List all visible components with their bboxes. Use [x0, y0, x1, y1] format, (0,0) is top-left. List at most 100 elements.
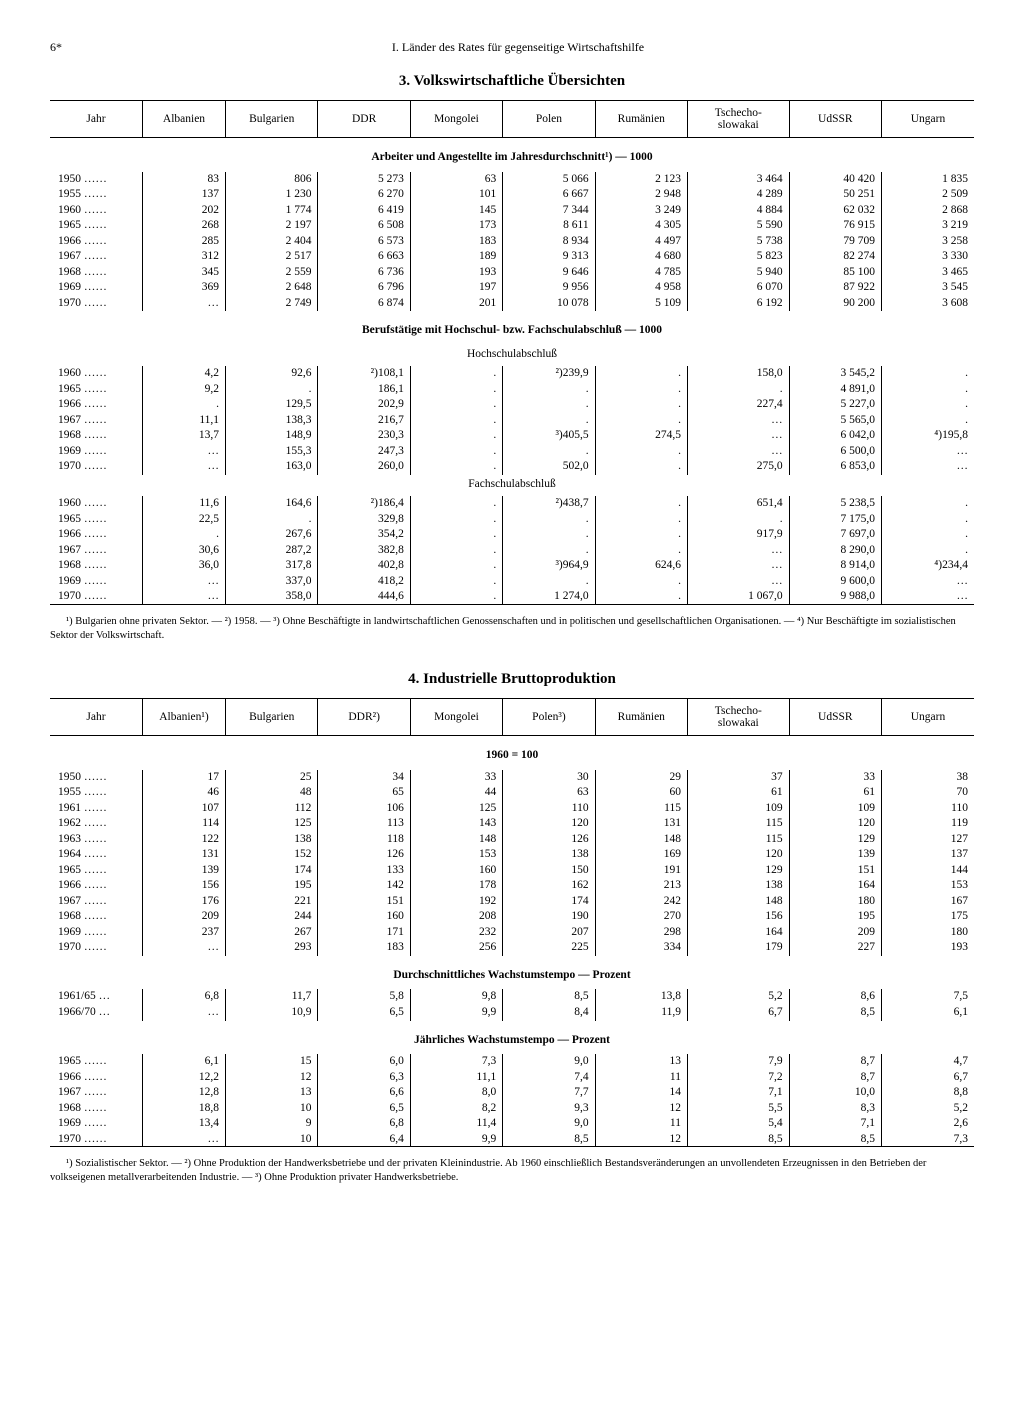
- value-cell: 12: [226, 1070, 318, 1086]
- value-cell: 298: [595, 925, 687, 941]
- value-cell: 60: [595, 785, 687, 801]
- value-cell: 6,7: [882, 1070, 974, 1086]
- value-cell: 14: [595, 1085, 687, 1101]
- value-cell: 125: [410, 801, 502, 817]
- value-cell: 160: [410, 863, 502, 879]
- value-cell: 5 227,0: [789, 397, 881, 413]
- table-row: 1967 ……30,6287,2382,8...…8 290,0.: [50, 543, 974, 559]
- value-cell: 3 219: [882, 218, 974, 234]
- value-cell: 232: [410, 925, 502, 941]
- value-cell: 8 934: [503, 234, 595, 250]
- year-cell: 1965 ……: [50, 218, 142, 234]
- value-cell: 65: [318, 785, 410, 801]
- value-cell: 30,6: [142, 543, 225, 559]
- value-cell: 178: [410, 878, 502, 894]
- year-cell: 1969 ……: [50, 1116, 142, 1132]
- value-cell: 5,2: [688, 989, 790, 1005]
- value-cell: ²)438,7: [503, 496, 595, 512]
- value-cell: 163,0: [226, 459, 318, 475]
- value-cell: 137: [142, 187, 225, 203]
- value-cell: 345: [142, 265, 225, 281]
- value-cell: 8,0: [410, 1085, 502, 1101]
- value-cell: 190: [503, 909, 595, 925]
- table-row: 1966 …….267,6354,2...917,97 697,0.: [50, 527, 974, 543]
- value-cell: 142: [318, 878, 410, 894]
- table-section4: JahrAlbanien¹)BulgarienDDR²)MongoleiPole…: [50, 698, 974, 1147]
- value-cell: .: [410, 558, 502, 574]
- value-cell: 40 420: [789, 172, 881, 188]
- value-cell: 83: [142, 172, 225, 188]
- year-cell: 1955 ……: [50, 785, 142, 801]
- value-cell: .: [882, 527, 974, 543]
- value-cell: .: [595, 589, 687, 605]
- value-cell: 208: [410, 909, 502, 925]
- value-cell: 369: [142, 280, 225, 296]
- value-cell: .: [410, 397, 502, 413]
- table-row: 1967 ……3122 5176 6631899 3134 6805 82382…: [50, 249, 974, 265]
- value-cell: .: [410, 413, 502, 429]
- value-cell: 101: [410, 187, 502, 203]
- value-cell: 7 175,0: [789, 512, 881, 528]
- value-cell: 806: [226, 172, 318, 188]
- value-cell: 6 042,0: [789, 428, 881, 444]
- value-cell: 6,4: [318, 1132, 410, 1148]
- running-head: I. Länder des Rates für gegenseitige Wir…: [392, 40, 644, 54]
- value-cell: 7 344: [503, 203, 595, 219]
- table-row: 1961/65 …6,811,75,89,88,513,85,28,67,5: [50, 989, 974, 1005]
- value-cell: 156: [142, 878, 225, 894]
- value-cell: 129,5: [226, 397, 318, 413]
- value-cell: 5 590: [688, 218, 790, 234]
- value-cell: 8,3: [789, 1101, 881, 1117]
- value-cell: 6,5: [318, 1101, 410, 1117]
- value-cell: 2 517: [226, 249, 318, 265]
- value-cell: .: [595, 444, 687, 460]
- value-cell: 256: [410, 940, 502, 956]
- value-cell: .: [503, 512, 595, 528]
- value-cell: 5 823: [688, 249, 790, 265]
- value-cell: 9 956: [503, 280, 595, 296]
- col-header: Bulgarien: [226, 101, 318, 138]
- table-row: 1965 ……6,1156,07,39,0137,98,74,7: [50, 1054, 974, 1070]
- table-row: 1967 ……11,1138,3216,7...…5 565,0.: [50, 413, 974, 429]
- value-cell: .: [503, 382, 595, 398]
- value-cell: …: [688, 428, 790, 444]
- value-cell: 7,3: [882, 1132, 974, 1148]
- value-cell: 230,3: [318, 428, 410, 444]
- value-cell: .: [595, 496, 687, 512]
- value-cell: 227,4: [688, 397, 790, 413]
- col-header: Mongolei: [410, 101, 502, 138]
- value-cell: .: [410, 543, 502, 559]
- value-cell: 145: [410, 203, 502, 219]
- value-cell: 2 559: [226, 265, 318, 281]
- value-cell: 90 200: [789, 296, 881, 312]
- value-cell: 275,0: [688, 459, 790, 475]
- value-cell: 129: [789, 832, 881, 848]
- value-cell: 7 697,0: [789, 527, 881, 543]
- value-cell: .: [410, 459, 502, 475]
- value-cell: …: [688, 574, 790, 590]
- value-cell: 12,8: [142, 1085, 225, 1101]
- table-row: 1950 ……838065 273635 0662 1233 46440 420…: [50, 172, 974, 188]
- value-cell: .: [226, 512, 318, 528]
- col-header: Mongolei: [410, 699, 502, 736]
- value-cell: 3 258: [882, 234, 974, 250]
- col-header: Tschecho-slowakai: [688, 699, 790, 736]
- value-cell: 4 289: [688, 187, 790, 203]
- value-cell: 152: [226, 847, 318, 863]
- value-cell: 287,2: [226, 543, 318, 559]
- value-cell: 192: [410, 894, 502, 910]
- value-cell: 8,6: [789, 989, 881, 1005]
- year-cell: 1966 ……: [50, 234, 142, 250]
- value-cell: 4 305: [595, 218, 687, 234]
- value-cell: 358,0: [226, 589, 318, 605]
- value-cell: 13,8: [595, 989, 687, 1005]
- value-cell: 221: [226, 894, 318, 910]
- value-cell: 63: [503, 785, 595, 801]
- table-row: 1964 ……131152126153138169120139137: [50, 847, 974, 863]
- value-cell: 197: [410, 280, 502, 296]
- table-row: 1969 ………337,0418,2...…9 600,0…: [50, 574, 974, 590]
- value-cell: 6 192: [688, 296, 790, 312]
- value-cell: 270: [595, 909, 687, 925]
- value-cell: 110: [503, 801, 595, 817]
- table-row: 1969 ……237267171232207298164209180: [50, 925, 974, 941]
